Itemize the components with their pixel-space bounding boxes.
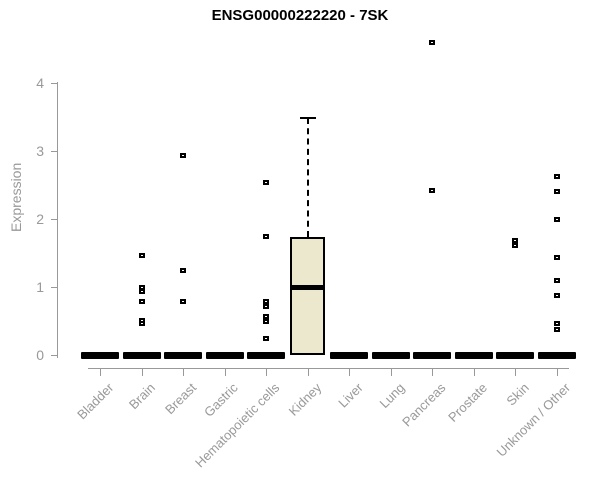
outlier-point: [512, 238, 518, 244]
x-tick: [141, 368, 143, 376]
x-tick: [473, 368, 475, 376]
y-tick-label: 3: [36, 143, 44, 159]
outlier-point: [138, 298, 145, 304]
outlier-point: [138, 252, 145, 258]
outlier-point: [138, 320, 145, 326]
y-tick: [51, 151, 57, 152]
flat-box: [81, 351, 119, 359]
x-axis-category-label: Unknown / Other: [493, 380, 574, 460]
x-axis-category-label: Brain: [126, 380, 159, 413]
x-axis-category-label: Skin: [503, 380, 532, 409]
outlier-point: [553, 278, 560, 284]
outlier-point: [263, 313, 269, 319]
x-tick: [349, 368, 350, 376]
whisker-cap: [299, 117, 316, 120]
flat-box: [496, 351, 534, 359]
y-tick: [51, 83, 57, 84]
outlier-point: [553, 189, 560, 195]
x-axis-category-label: Breast: [162, 380, 200, 418]
outlier-point: [512, 243, 518, 249]
x-tick: [224, 368, 226, 376]
outlier-point: [553, 254, 560, 260]
outlier-point: [180, 267, 186, 273]
outlier-point: [263, 319, 269, 325]
outlier-point: [263, 304, 269, 310]
flat-box: [205, 351, 244, 359]
outlier-point: [138, 289, 145, 295]
x-axis-category-label: Lung: [376, 380, 408, 412]
y-tick-label: 1: [36, 279, 44, 295]
y-tick: [51, 219, 57, 220]
outlier-point: [553, 173, 560, 179]
flat-box: [164, 351, 202, 359]
x-axis-line: [88, 368, 569, 369]
x-tick: [307, 368, 309, 376]
outlier-point: [138, 285, 145, 291]
x-axis-category-label: Liver: [335, 380, 366, 411]
flat-box: [537, 351, 576, 359]
y-tick: [51, 355, 57, 356]
x-axis-category-label: Gastric: [201, 380, 242, 420]
y-tick: [51, 287, 57, 288]
whisker: [306, 118, 309, 238]
outlier-point: [429, 187, 435, 193]
outlier-point: [429, 39, 435, 45]
flat-box: [371, 351, 410, 359]
outlier-point: [553, 320, 560, 326]
y-tick-label: 4: [36, 75, 44, 91]
flat-box: [330, 351, 368, 359]
outlier-point: [263, 234, 269, 240]
outlier-point: [263, 180, 269, 186]
outlier-point: [553, 292, 560, 298]
x-axis-category-label: Prostate: [445, 380, 491, 425]
x-tick: [266, 368, 267, 376]
x-axis-category-label: Bladder: [74, 380, 117, 423]
flat-box: [413, 351, 451, 359]
flat-box: [247, 351, 285, 359]
x-tick: [556, 368, 558, 376]
outlier-point: [553, 327, 560, 333]
flat-box: [454, 351, 493, 359]
x-tick: [432, 368, 433, 376]
outlier-point: [180, 299, 186, 305]
box: [290, 237, 325, 355]
outlier-point: [180, 153, 186, 159]
x-axis-category-label: Pancreas: [399, 380, 449, 430]
x-tick: [515, 368, 516, 376]
flat-box: [122, 351, 161, 359]
x-axis-category-label: Kidney: [285, 380, 325, 419]
chart-title: ENSG00000222220 - 7SK: [211, 7, 389, 24]
x-tick: [100, 368, 101, 376]
outlier-point: [263, 299, 269, 305]
y-tick-label: 0: [36, 347, 44, 363]
x-tick: [183, 368, 184, 376]
outlier-point: [263, 336, 269, 342]
x-tick: [390, 368, 392, 376]
y-tick-label: 2: [36, 211, 44, 227]
outlier-point: [553, 216, 560, 222]
median-line: [290, 284, 325, 290]
y-axis-line: [57, 82, 58, 358]
